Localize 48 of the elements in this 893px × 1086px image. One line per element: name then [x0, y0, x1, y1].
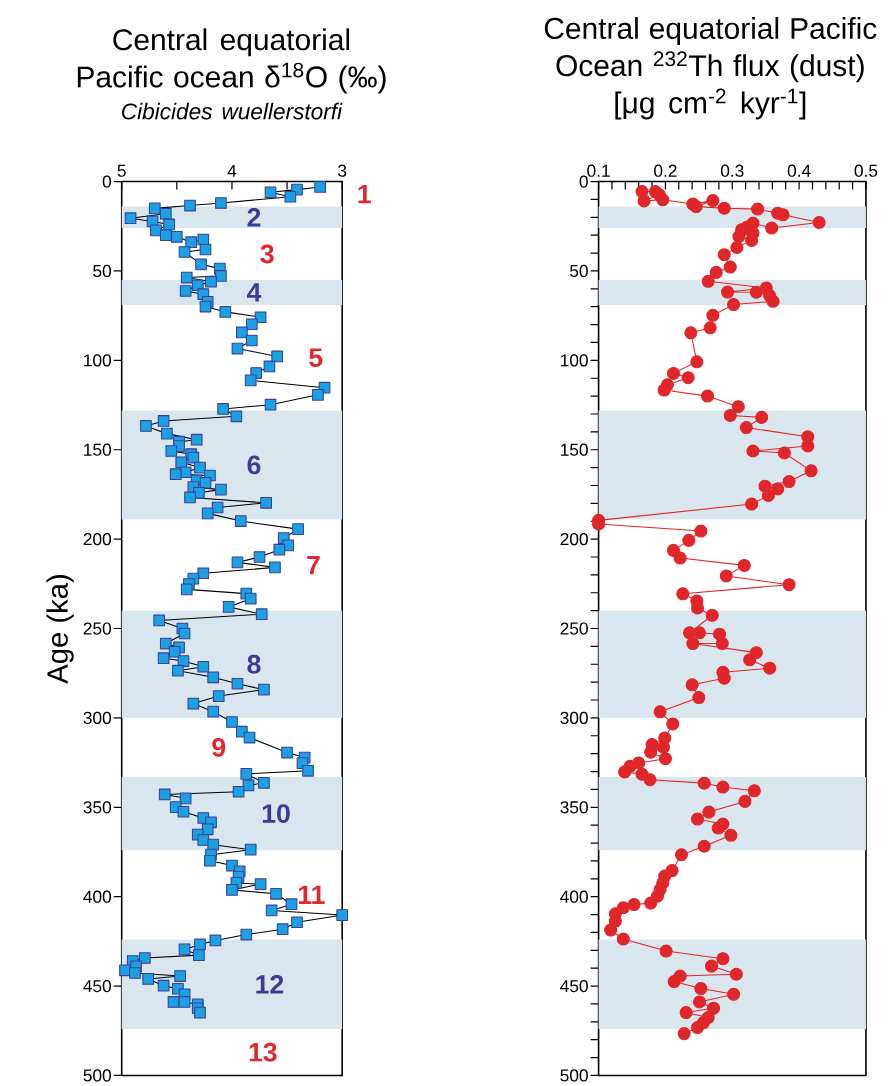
- chart-subtitle: [μg cm$^{-2}$ kyr$^{-1}$]: [615, 88, 806, 120]
- y-tick-label: 100: [84, 354, 112, 367]
- x-tick-label: 0.3: [720, 164, 744, 177]
- x-tick-label: 5: [117, 164, 126, 177]
- annotation: 9: [212, 737, 226, 757]
- y-tick-label: 300: [560, 711, 588, 725]
- annotation: 11: [298, 885, 325, 905]
- x-tick-label: 0.2: [654, 164, 677, 177]
- y-tick-label: 450: [560, 979, 588, 993]
- y-tick-label: 450: [83, 979, 112, 993]
- x-tick-label: 4: [227, 164, 237, 177]
- x-tick-label: 0.4: [787, 164, 811, 177]
- annotation: 6: [247, 455, 261, 475]
- y-tick-label: 500: [560, 1069, 588, 1082]
- y-tick-label: 500: [83, 1069, 112, 1082]
- y-tick-label: 350: [83, 801, 112, 814]
- x-tick-label: 3: [338, 164, 347, 177]
- x-tick-label: 0.1: [587, 164, 610, 177]
- y-tick-label: 250: [560, 622, 588, 635]
- annotation: 8: [247, 654, 261, 674]
- y-tick-label: 100: [561, 354, 588, 367]
- y-tick-label: 350: [560, 801, 588, 814]
- x-tick-label: 0.5: [854, 164, 878, 177]
- y-tick-label: 150: [84, 443, 112, 456]
- annotation: 2: [247, 208, 261, 227]
- annotation: 3: [260, 244, 274, 264]
- text: 1: [358, 184, 371, 204]
- chart-title: Central equatorial Pacific ocean δ$^{18}$O (‰): [77, 28, 386, 94]
- y-tick-label: 200: [83, 533, 112, 546]
- annotation: 5: [309, 348, 323, 367]
- y-tick-label: 50: [570, 264, 588, 278]
- annotation: 7: [307, 555, 320, 575]
- annotation: 12: [256, 975, 284, 994]
- annotation: 13: [249, 1042, 277, 1062]
- y-tick-label: 250: [83, 622, 112, 635]
- y-tick-label: 400: [560, 890, 588, 903]
- y-tick-label: 200: [560, 533, 588, 546]
- y-axis-title: Age (ka): [46, 575, 74, 684]
- chart-subtitle: Cibicides wuellerstorfi: [122, 102, 343, 120]
- y-tick-label: 300: [83, 711, 112, 725]
- y-tick-label: 0: [102, 175, 112, 188]
- annotation: 4: [247, 283, 262, 302]
- y-tick-label: 400: [83, 890, 112, 903]
- y-tick-label: 50: [93, 264, 112, 278]
- y-tick-label: 0: [579, 175, 588, 188]
- y-tick-label: 150: [561, 443, 588, 456]
- chart-title: Central equatorial Pacific Ocean $^{232}$Th flux (dust): [544, 17, 877, 83]
- annotation: 10: [262, 804, 290, 823]
